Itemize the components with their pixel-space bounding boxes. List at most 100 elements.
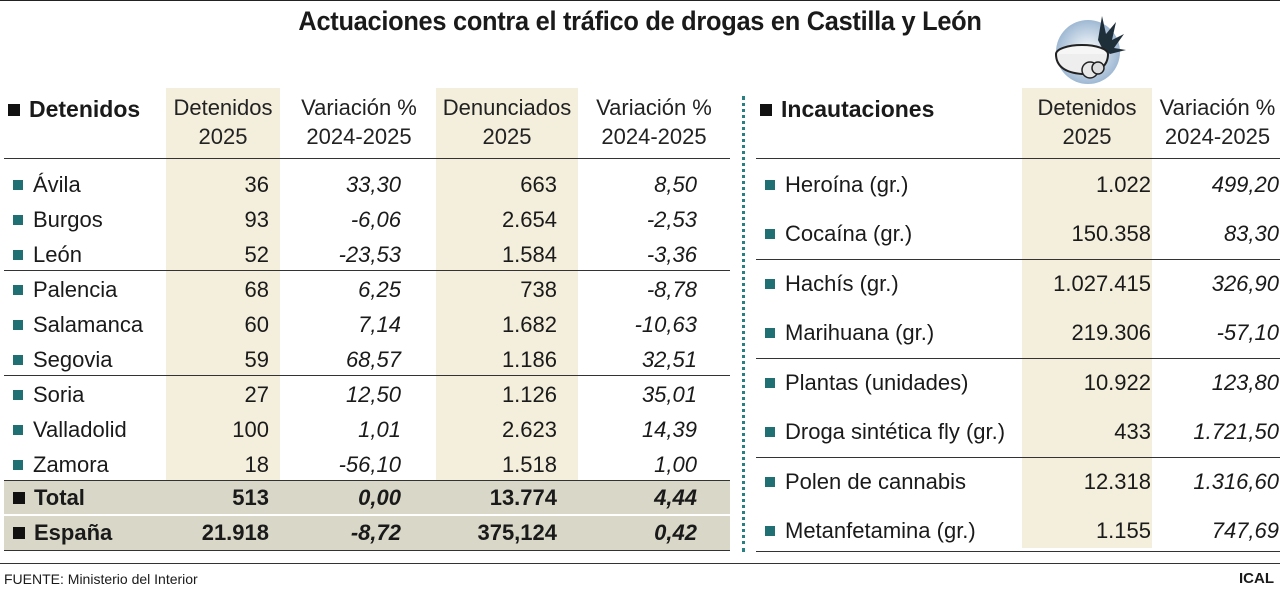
denunciados-value: 2.654	[501, 206, 557, 232]
divider	[756, 457, 1280, 458]
province-name: Valladolid	[33, 416, 127, 442]
variacion-detenidos-value: -23,53	[338, 241, 401, 267]
table-row: Ávila 36 33,30 663 8,50	[4, 167, 730, 202]
table-row: Salamanca 60 7,14 1.682 -10,63	[4, 307, 730, 342]
square-bullet-icon	[13, 526, 25, 539]
detenidos-value: 1.155	[1095, 518, 1151, 544]
variacion-value: -57,10	[1216, 320, 1279, 346]
agency-credit: ICAL	[1239, 570, 1274, 587]
province-name: Burgos	[33, 206, 103, 232]
row-label: Soria	[4, 382, 163, 408]
divider	[756, 158, 1280, 159]
table-row: León 52 -23,53 1.584 -3,36	[4, 237, 730, 272]
square-bullet-icon	[765, 427, 775, 438]
detenidos-value: 150.358	[1071, 221, 1151, 247]
variacion-detenidos-value: 68,57	[345, 346, 401, 372]
row-label: Heroína (gr.)	[756, 172, 1025, 198]
variacion-value: 1.721,50	[1193, 419, 1279, 445]
variacion-detenidos-value: 1,01	[358, 416, 401, 442]
denunciados-value: 663	[520, 171, 557, 197]
top-rule	[0, 0, 1280, 1]
detenidos-value: 21.918	[201, 519, 269, 545]
row-label: Polen de cannabis	[756, 469, 1025, 495]
province-name: Salamanca	[33, 311, 144, 337]
drug-name: Metanfetamina (gr.)	[785, 518, 976, 544]
province-name: León	[33, 241, 82, 267]
detenidos-value: 27	[244, 381, 269, 407]
detenidos-value: 52	[244, 241, 269, 267]
detenidos-value: 68	[244, 276, 269, 302]
variacion-value: 83,30	[1223, 221, 1279, 247]
variacion-value: 1.316,60	[1193, 468, 1279, 494]
row-label: Marihuana (gr.)	[756, 320, 1025, 346]
square-bullet-icon	[13, 389, 23, 400]
column-divider	[742, 96, 745, 552]
variacion-denunciados-value: 35,01	[641, 381, 697, 407]
detenidos-value: 10.922	[1083, 369, 1151, 395]
denunciados-value: 1.682	[501, 311, 557, 337]
square-bullet-icon	[765, 229, 775, 240]
province-name: Ávila	[33, 171, 81, 197]
header-detenidos-2025: Detenidos 2025	[173, 95, 273, 149]
square-bullet-icon	[765, 476, 775, 487]
table-row: Zamora 18 -56,10 1.518 1,00	[4, 447, 730, 482]
header-detenidos-right: Detenidos 2025	[1037, 95, 1137, 149]
square-bullet-icon	[13, 459, 23, 470]
denunciados-value: 1.186	[501, 346, 557, 372]
row-label: Metanfetamina (gr.)	[756, 518, 1025, 544]
drug-name: Droga sintética fly (gr.)	[785, 419, 1006, 445]
variacion-detenidos-value: -6,06	[350, 206, 401, 232]
table-row: Cocaína (gr.) 150.358 83,30	[756, 210, 1280, 260]
province-name: Palencia	[33, 276, 118, 302]
table-row: Metanfetamina (gr.) 1.155 747,69	[756, 507, 1280, 557]
square-bullet-icon	[8, 103, 20, 116]
section-title-incautaciones: Incautaciones	[760, 96, 934, 123]
variacion-denunciados-value: 14,39	[641, 416, 697, 442]
square-bullet-icon	[13, 319, 23, 330]
row-label: Zamora	[4, 452, 163, 478]
table-row: Burgos 93 -6,06 2.654 -2,53	[4, 202, 730, 237]
row-label: Salamanca	[4, 312, 163, 338]
divider	[756, 358, 1280, 359]
square-bullet-icon	[13, 284, 23, 295]
square-bullet-icon	[13, 354, 23, 365]
square-bullet-icon	[760, 103, 772, 116]
detenidos-value: 93	[244, 206, 269, 232]
header-variacion-2: Variación % 2024-2025	[596, 95, 712, 149]
footer-rule	[0, 563, 1280, 564]
variacion-denunciados-value: 0,42	[654, 519, 697, 545]
table-row: Palencia 68 6,25 738 -8,78	[4, 272, 730, 307]
shade-col-detenidos	[166, 88, 280, 480]
section-title-detenidos: Detenidos	[8, 96, 140, 123]
total-name: España	[34, 519, 113, 545]
row-label: Hachís (gr.)	[756, 271, 1025, 297]
square-bullet-icon	[765, 278, 775, 289]
square-bullet-icon	[13, 179, 23, 190]
square-bullet-icon	[13, 424, 23, 435]
denunciados-value: 1.584	[501, 241, 557, 267]
variacion-denunciados-value: -2,53	[646, 206, 697, 232]
divider	[4, 270, 730, 271]
header-denunciados-2025: Denunciados 2025	[442, 95, 572, 149]
table-row: Polen de cannabis 12.318 1.316,60	[756, 457, 1280, 507]
source-note: FUENTE: Ministerio del Interior	[4, 571, 198, 587]
variacion-value: 123,80	[1211, 369, 1279, 395]
drug-name: Polen de cannabis	[785, 468, 967, 494]
variacion-denunciados-value: 4,44	[654, 484, 697, 510]
square-bullet-icon	[765, 328, 775, 339]
square-bullet-icon	[765, 526, 775, 537]
detenidos-value: 1.027.415	[1053, 270, 1151, 296]
drug-name: Heroína (gr.)	[785, 171, 909, 197]
square-bullet-icon	[765, 377, 775, 388]
province-name: Zamora	[33, 451, 109, 477]
square-bullet-icon	[13, 214, 23, 225]
row-label: España	[4, 520, 163, 546]
drug-name: Plantas (unidades)	[785, 369, 969, 395]
variacion-denunciados-value: 1,00	[654, 451, 697, 477]
row-label: Segovia	[4, 347, 163, 373]
denunciados-value: 375,124	[477, 519, 557, 545]
drug-name: Cocaína (gr.)	[785, 221, 913, 247]
total-row: Total 513 0,00 13.774 4,44	[4, 480, 730, 515]
table-row: Valladolid 100 1,01 2.623 14,39	[4, 412, 730, 447]
table-row: Droga sintética fly (gr.) 433 1.721,50	[756, 408, 1280, 458]
